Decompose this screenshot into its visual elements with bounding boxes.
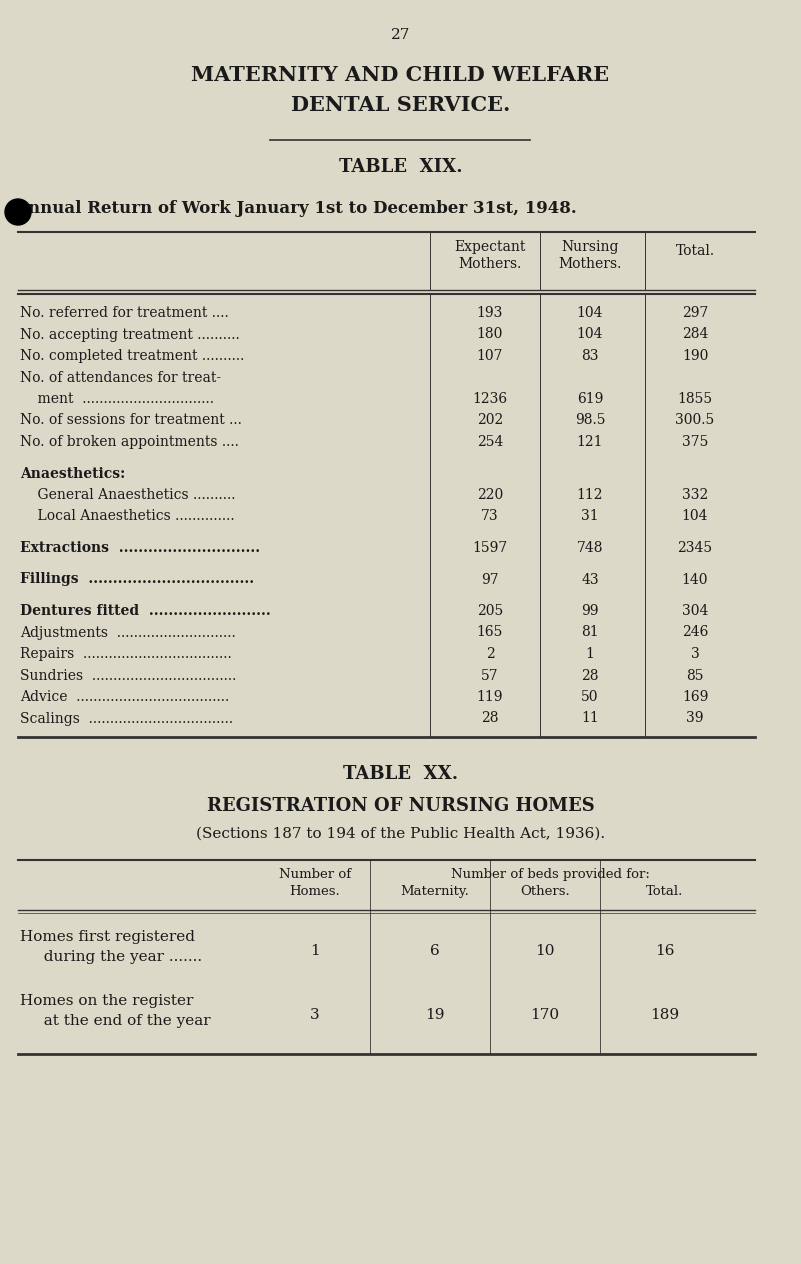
Text: 98.5: 98.5	[575, 413, 606, 427]
Text: No. of sessions for treatment ...: No. of sessions for treatment ...	[20, 413, 242, 427]
Text: TABLE  XX.: TABLE XX.	[343, 765, 458, 782]
Text: Homes on the register: Homes on the register	[20, 994, 193, 1007]
Text: Nursing: Nursing	[562, 240, 618, 254]
Text: Others.: Others.	[520, 885, 570, 897]
Text: Number of beds provided for:: Number of beds provided for:	[450, 868, 650, 881]
Text: Mothers.: Mothers.	[458, 257, 521, 270]
Text: 165: 165	[477, 626, 503, 640]
Text: 73: 73	[481, 509, 499, 523]
Text: 104: 104	[682, 509, 708, 523]
Text: Adjustments  ............................: Adjustments ............................	[20, 626, 235, 640]
Text: 169: 169	[682, 690, 708, 704]
Text: Total.: Total.	[646, 885, 684, 897]
Text: 254: 254	[477, 435, 503, 449]
Text: 85: 85	[686, 669, 704, 683]
Text: 332: 332	[682, 488, 708, 502]
Text: MATERNITY AND CHILD WELFARE: MATERNITY AND CHILD WELFARE	[191, 64, 610, 85]
Text: Expectant: Expectant	[454, 240, 525, 254]
Text: No. completed treatment ..........: No. completed treatment ..........	[20, 349, 244, 363]
Text: 81: 81	[582, 626, 599, 640]
Text: 202: 202	[477, 413, 503, 427]
Text: 28: 28	[582, 669, 599, 683]
Text: 297: 297	[682, 306, 708, 320]
Text: Sundries  ..................................: Sundries ...............................…	[20, 669, 236, 683]
Text: 104: 104	[577, 306, 603, 320]
Text: at the end of the year: at the end of the year	[34, 1014, 211, 1028]
Text: Mothers.: Mothers.	[558, 257, 622, 270]
Text: 43: 43	[582, 573, 599, 586]
Text: 28: 28	[481, 712, 499, 726]
Text: (Sections 187 to 194 of the Public Health Act, 1936).: (Sections 187 to 194 of the Public Healt…	[196, 827, 605, 841]
Text: Extractions  .............................: Extractions ............................…	[20, 541, 260, 555]
Text: 19: 19	[425, 1007, 445, 1023]
Text: 205: 205	[477, 604, 503, 618]
Text: 2: 2	[485, 647, 494, 661]
Text: Dentures fitted  .........................: Dentures fitted ........................…	[20, 604, 271, 618]
Text: 104: 104	[577, 327, 603, 341]
Text: 6: 6	[430, 944, 440, 958]
Text: 107: 107	[477, 349, 503, 363]
Text: 246: 246	[682, 626, 708, 640]
Text: 180: 180	[477, 327, 503, 341]
Text: 1597: 1597	[473, 541, 508, 555]
Text: 284: 284	[682, 327, 708, 341]
Text: 375: 375	[682, 435, 708, 449]
Text: Total.: Total.	[675, 244, 714, 258]
Text: No. accepting treatment ..........: No. accepting treatment ..........	[20, 327, 239, 341]
Text: Maternity.: Maternity.	[400, 885, 469, 897]
Text: 16: 16	[655, 944, 674, 958]
Text: 748: 748	[577, 541, 603, 555]
Text: 1855: 1855	[678, 392, 713, 406]
Text: TABLE  XIX.: TABLE XIX.	[339, 158, 462, 176]
Text: 112: 112	[577, 488, 603, 502]
Text: 300.5: 300.5	[675, 413, 714, 427]
Text: 1236: 1236	[473, 392, 508, 406]
Text: Anaesthetics:: Anaesthetics:	[20, 466, 125, 480]
Text: 121: 121	[577, 435, 603, 449]
Text: 190: 190	[682, 349, 708, 363]
Text: 39: 39	[686, 712, 704, 726]
Text: 170: 170	[530, 1007, 560, 1023]
Text: 10: 10	[535, 944, 555, 958]
Text: No. referred for treatment ....: No. referred for treatment ....	[20, 306, 229, 320]
Text: 119: 119	[477, 690, 503, 704]
Circle shape	[5, 198, 31, 225]
Text: DENTAL SERVICE.: DENTAL SERVICE.	[291, 95, 510, 115]
Text: 193: 193	[477, 306, 503, 320]
Text: Number of: Number of	[279, 868, 351, 881]
Text: 2345: 2345	[678, 541, 713, 555]
Text: 83: 83	[582, 349, 599, 363]
Text: 304: 304	[682, 604, 708, 618]
Text: 11: 11	[581, 712, 599, 726]
Text: 189: 189	[650, 1007, 679, 1023]
Text: ment  ...............................: ment ...............................	[20, 392, 214, 406]
Text: during the year .......: during the year .......	[34, 951, 202, 964]
Text: 3: 3	[690, 647, 699, 661]
Text: 50: 50	[582, 690, 599, 704]
Text: 220: 220	[477, 488, 503, 502]
Text: REGISTRATION OF NURSING HOMES: REGISTRATION OF NURSING HOMES	[207, 798, 594, 815]
Text: Fillings  ..................................: Fillings ...............................…	[20, 573, 254, 586]
Text: 31: 31	[582, 509, 599, 523]
Text: Advice  ....................................: Advice .................................…	[20, 690, 229, 704]
Text: 140: 140	[682, 573, 708, 586]
Text: Homes.: Homes.	[290, 885, 340, 897]
Text: 1: 1	[586, 647, 594, 661]
Text: Local Anaesthetics ..............: Local Anaesthetics ..............	[20, 509, 235, 523]
Text: nnual Return of Work January 1st to December 31st, 1948.: nnual Return of Work January 1st to Dece…	[28, 200, 577, 217]
Text: Repairs  ...................................: Repairs ................................…	[20, 647, 231, 661]
Text: 57: 57	[481, 669, 499, 683]
Text: 97: 97	[481, 573, 499, 586]
Text: 27: 27	[391, 28, 410, 42]
Text: 99: 99	[582, 604, 599, 618]
Text: Scalings  ..................................: Scalings ...............................…	[20, 712, 233, 726]
Text: No. of attendances for treat-: No. of attendances for treat-	[20, 370, 221, 384]
Text: 1: 1	[310, 944, 320, 958]
Text: No. of broken appointments ....: No. of broken appointments ....	[20, 435, 239, 449]
Text: General Anaesthetics ..........: General Anaesthetics ..........	[20, 488, 235, 502]
Text: 3: 3	[310, 1007, 320, 1023]
Text: 619: 619	[577, 392, 603, 406]
Text: Homes first registered: Homes first registered	[20, 930, 195, 944]
